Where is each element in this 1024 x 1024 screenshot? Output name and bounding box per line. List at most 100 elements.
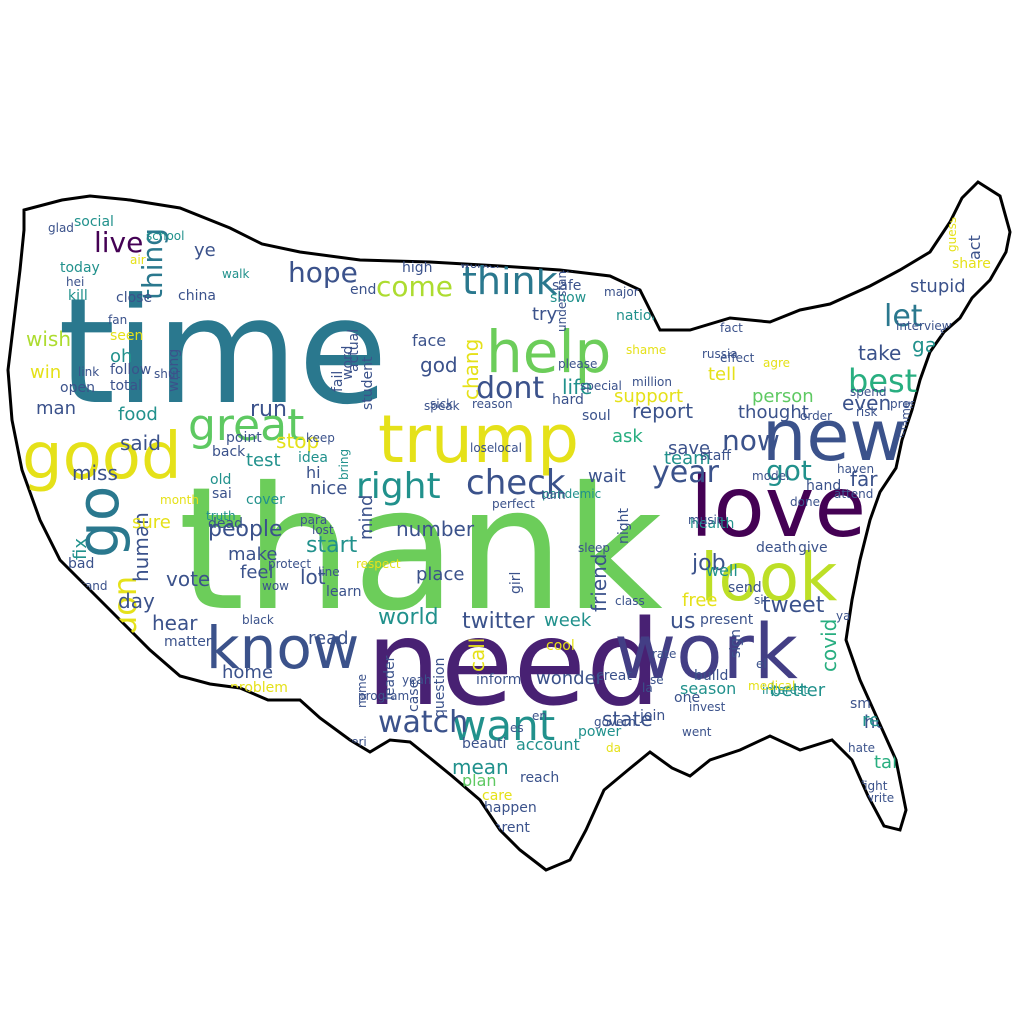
word-make: make — [228, 544, 277, 565]
word-try: try — [532, 304, 557, 325]
word-share: share — [952, 256, 991, 272]
word-death: death — [756, 540, 796, 556]
word-major: major — [604, 285, 639, 299]
word-home: home — [222, 662, 273, 683]
word-better: better — [770, 680, 826, 701]
word-best: best — [848, 362, 917, 400]
word-glad: glad — [48, 221, 74, 235]
word-question: question — [432, 658, 448, 718]
word-job: job — [691, 551, 726, 576]
word-free: free — [682, 590, 718, 611]
word-open: open — [60, 380, 95, 396]
word-shut: shut — [154, 367, 180, 381]
word-guess: guess — [945, 217, 959, 252]
word-respect: respect — [356, 557, 401, 571]
word-reach: reach — [520, 770, 559, 786]
word-veri: veri — [344, 735, 367, 749]
word-haven: haven — [837, 462, 874, 476]
word-account: account — [516, 735, 580, 754]
word-stop: stop — [276, 429, 319, 453]
word-die: die — [788, 753, 806, 767]
word-word: word — [340, 346, 356, 380]
word-world: world — [378, 605, 439, 630]
word-hi: hi — [306, 463, 321, 482]
word-keep: keep — [306, 431, 335, 445]
word-russia: russia — [702, 347, 738, 361]
word-please: please — [558, 357, 597, 371]
word-covid: covid — [817, 619, 841, 672]
word-wait: wait — [588, 466, 626, 487]
word-thought: thought — [738, 402, 809, 423]
word-wow: wow — [262, 579, 289, 593]
word-yeah: yeah — [402, 673, 431, 687]
word-give: give — [798, 540, 828, 556]
word-invest: invest — [689, 700, 726, 714]
word-follow: follow — [110, 362, 151, 378]
word-million: million — [632, 375, 672, 389]
word-en: en — [532, 709, 547, 723]
word-staff: staff — [700, 448, 731, 464]
word-far: far — [850, 467, 878, 491]
word-live: live — [94, 226, 143, 259]
word-se: se — [650, 673, 664, 687]
word-happen: happen — [484, 800, 537, 816]
word-high: high — [402, 260, 433, 276]
word-week: week — [544, 610, 592, 631]
word-hope: hope — [288, 256, 358, 289]
word-number: number — [396, 517, 475, 541]
word-bring: bring — [337, 449, 351, 480]
word-sure: sure — [132, 512, 171, 533]
word-wrong: wrong — [166, 349, 182, 392]
word-done: done — [790, 495, 820, 509]
word-cover: cover — [246, 492, 285, 508]
word-food: food — [118, 404, 158, 425]
word-sleep: sleep — [578, 541, 610, 555]
word-help: help — [486, 318, 611, 386]
word-air: air — [130, 253, 146, 267]
word-effect: effect — [720, 351, 755, 365]
word-hate: hate — [848, 741, 875, 755]
word-go: go — [64, 486, 132, 558]
word-saw: saw — [866, 587, 890, 601]
word-chang: chang — [459, 339, 483, 400]
word-power: power — [578, 724, 622, 740]
word-el: el — [756, 657, 767, 671]
word-line: line — [318, 565, 340, 579]
word-old: old — [210, 472, 231, 488]
us-map-outline — [6, 180, 1012, 872]
word-bad: bad — [68, 556, 94, 572]
word-music: music — [688, 513, 723, 527]
word-new: new — [762, 395, 907, 477]
word-love: love — [690, 458, 866, 556]
word-listen: listen — [74, 610, 112, 626]
word-cloud-words: thanktimeneedtrumpworkgoodlovenewknowloo… — [22, 214, 991, 836]
word-act: act — [965, 235, 984, 260]
word-pandemic: pandemic — [542, 487, 601, 501]
word-today: today — [60, 260, 100, 276]
word-feel: feel — [240, 562, 274, 583]
word-nice: nice — [310, 478, 347, 499]
word-support: support — [614, 386, 683, 407]
word-cool: cool — [546, 638, 575, 654]
word-present: present — [700, 612, 754, 628]
word-ye: ye — [194, 240, 216, 261]
word-case: case — [406, 680, 422, 712]
word-hard: hard — [552, 392, 584, 408]
word-write: write — [864, 791, 894, 805]
word-come: come — [376, 270, 453, 303]
word-test: test — [246, 450, 281, 471]
word-sai: sai — [212, 486, 232, 502]
word-point: point — [226, 430, 262, 446]
word-school: school — [146, 229, 184, 243]
word-creat: creat — [596, 668, 632, 684]
word-class: class — [615, 594, 645, 608]
word-mind: mind — [356, 495, 377, 540]
word-mean: mean — [452, 755, 509, 779]
word-great: great — [188, 400, 304, 451]
word-speak: speak — [424, 399, 460, 413]
word-soul: soul — [582, 408, 611, 424]
word-one: one — [674, 690, 700, 706]
word-spend: spend — [850, 385, 886, 399]
word-th: th — [48, 621, 60, 635]
